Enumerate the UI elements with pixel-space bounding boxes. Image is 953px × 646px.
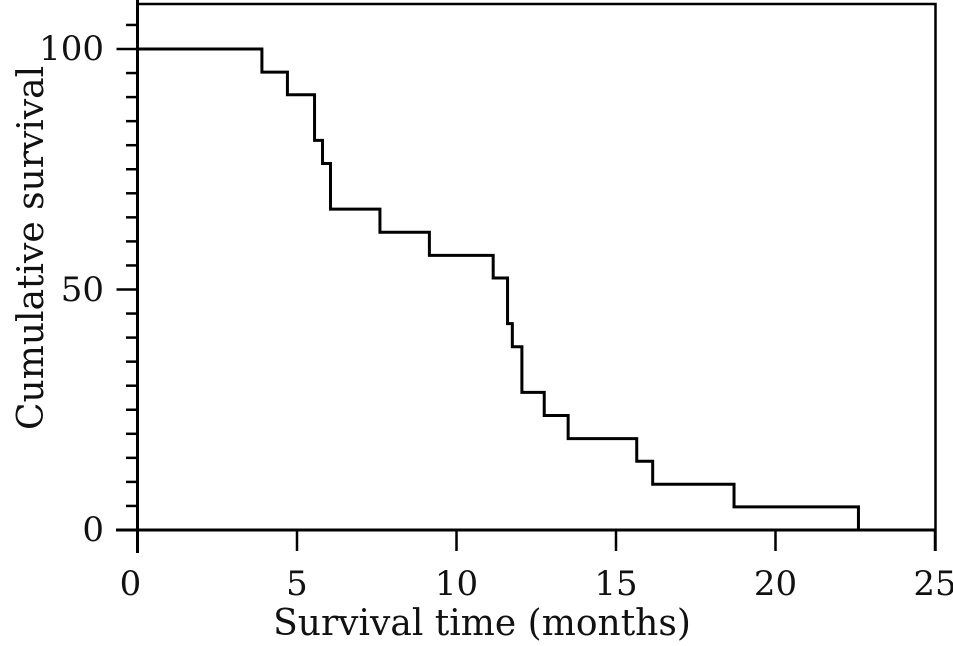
x-axis-title: Survival time (months) [273,603,691,644]
x-tick-label-25: 25 [913,564,953,604]
x-tick-label-10: 10 [434,564,479,604]
y-tick-label-100: 100 [39,29,104,69]
plot-frame [137,2,937,551]
x-tick-label-20: 20 [753,564,798,604]
x-tick-label-0: 0 [119,564,142,604]
y-tick-label-50: 50 [60,269,104,310]
y-axis-title: Cumulative survival [11,65,52,430]
x-tick-label-15: 15 [594,564,638,604]
x-tick-label-5: 5 [286,564,308,604]
y-tick-label-0: 0 [82,510,104,550]
survival-curve [137,47,860,530]
